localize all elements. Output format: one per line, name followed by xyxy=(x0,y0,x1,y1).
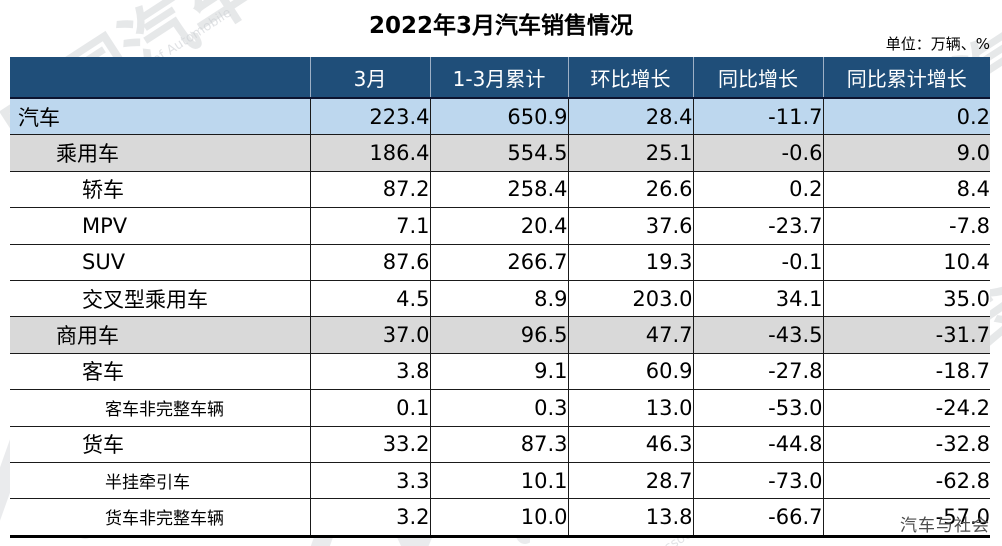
row-label: 轿车 xyxy=(10,171,310,209)
cell-value: -18.7 xyxy=(822,353,990,391)
cell-value: 9.1 xyxy=(429,353,568,391)
cell-value: -53.0 xyxy=(692,389,823,427)
cell-value: 8.4 xyxy=(822,171,990,209)
table-row: 轿车 87.2 258.4 26.6 0.2 8.4 xyxy=(10,171,990,209)
cell-value: 3.2 xyxy=(309,498,430,538)
table-row: 货车 33.2 87.3 46.3 -44.8 -32.8 xyxy=(10,426,990,463)
cell-value: 13.8 xyxy=(567,498,693,538)
corner-header xyxy=(10,57,310,99)
cell-value: 19.3 xyxy=(567,244,693,281)
cell-value: -43.5 xyxy=(692,316,823,354)
cell-value: 554.5 xyxy=(429,134,568,172)
cell-value: -62.8 xyxy=(822,462,990,500)
column-header: 环比增长 xyxy=(567,57,693,99)
header-row: 3月 1-3月累计 环比增长 同比增长 同比累计增长 xyxy=(10,57,990,99)
cell-value: 0.1 xyxy=(309,389,430,427)
cell-value: 28.4 xyxy=(567,98,693,136)
cell-value: 4.5 xyxy=(309,280,430,318)
table-row: 货车非完整车辆 3.2 10.0 13.8 -66.7 -57.0 xyxy=(10,498,990,538)
row-label: 乘用车 xyxy=(10,134,310,172)
cell-value: 87.3 xyxy=(429,426,568,463)
cell-value: 60.9 xyxy=(567,353,693,391)
cell-value: 10.0 xyxy=(429,498,568,538)
cell-value: 20.4 xyxy=(429,207,568,245)
cell-value: 13.0 xyxy=(567,389,693,427)
watermark-bottom-right: 汽车与社会 xyxy=(900,516,990,536)
row-label: 汽车 xyxy=(10,98,310,136)
row-label: 客车非完整车辆 xyxy=(10,389,310,427)
cell-value: 258.4 xyxy=(429,171,568,209)
cell-value: 203.0 xyxy=(567,280,693,318)
cell-value: 3.3 xyxy=(309,462,430,500)
table-row: 客车 3.8 9.1 60.9 -27.8 -18.7 xyxy=(10,353,990,391)
cell-value: 96.5 xyxy=(429,316,568,354)
column-header: 1-3月累计 xyxy=(429,57,568,99)
row-label: 货车非完整车辆 xyxy=(10,498,310,538)
cell-value: 37.6 xyxy=(567,207,693,245)
cell-value: 0.2 xyxy=(822,98,990,136)
cell-value: 3.8 xyxy=(309,353,430,391)
cell-value: 9.0 xyxy=(822,134,990,172)
cell-value: 34.1 xyxy=(692,280,823,318)
cell-value: -66.7 xyxy=(692,498,823,538)
table-row: 汽车 223.4 650.9 28.4 -11.7 0.2 xyxy=(10,98,990,136)
sales-table: 3月 1-3月累计 环比增长 同比增长 同比累计增长 汽车 223.4 650.9 28.4-… xyxy=(10,57,990,538)
cell-value: -73.0 xyxy=(692,462,823,500)
cell-value: 650.9 xyxy=(429,98,568,136)
row-label: 客车 xyxy=(10,353,310,391)
table-row: 客车非完整车辆 0.1 0.3 13.0 -53.0 -24.2 xyxy=(10,389,990,427)
cell-value: -32.8 xyxy=(822,426,990,463)
row-label: 交叉型乘用车 xyxy=(10,280,310,318)
cell-value: -11.7 xyxy=(692,98,823,136)
cell-value: 0.2 xyxy=(692,171,823,209)
cell-value: 28.7 xyxy=(567,462,693,500)
cell-value: 186.4 xyxy=(309,134,430,172)
cell-value: 10.4 xyxy=(822,244,990,281)
cell-value: 10.1 xyxy=(429,462,568,500)
cell-value: 87.6 xyxy=(309,244,430,281)
row-label: 货车 xyxy=(10,426,310,463)
unit-note: 单位：万辆、% xyxy=(885,35,990,53)
cell-value: 223.4 xyxy=(309,98,430,136)
table-row: MPV 7.1 20.4 37.6 -23.7 -7.8 xyxy=(10,207,990,245)
cell-value: -0.1 xyxy=(692,244,823,281)
table-row: 商用车 37.0 96.5 47.7 -43.5 -31.7 xyxy=(10,316,990,354)
cell-value: -31.7 xyxy=(822,316,990,354)
column-header: 同比累计增长 xyxy=(822,57,990,99)
cell-value: 46.3 xyxy=(567,426,693,463)
cell-value: -0.6 xyxy=(692,134,823,172)
cell-value: -24.2 xyxy=(822,389,990,427)
column-header: 同比增长 xyxy=(692,57,823,99)
cell-value: -44.8 xyxy=(692,426,823,463)
cell-value: 8.9 xyxy=(429,280,568,318)
cell-value: 0.3 xyxy=(429,389,568,427)
table-row: 乘用车 186.4 554.5 25.1 -0.6 9.0 xyxy=(10,134,990,172)
row-label: SUV xyxy=(10,244,310,281)
column-header: 3月 xyxy=(309,57,430,99)
cell-value: 47.7 xyxy=(567,316,693,354)
table-row: 交叉型乘用车 4.5 8.9 203.0 34.1 35.0 xyxy=(10,280,990,318)
row-label: MPV xyxy=(10,207,310,245)
cell-value: 87.2 xyxy=(309,171,430,209)
cell-value: -27.8 xyxy=(692,353,823,391)
cell-value: 33.2 xyxy=(309,426,430,463)
row-label: 半挂牵引车 xyxy=(10,462,310,500)
cell-value: 26.6 xyxy=(567,171,693,209)
cell-value: -7.8 xyxy=(822,207,990,245)
row-label: 商用车 xyxy=(10,316,310,354)
table-row: 半挂牵引车 3.3 10.1 28.7 -73.0 -62.8 xyxy=(10,462,990,500)
cell-value: 266.7 xyxy=(429,244,568,281)
table-body: 汽车 223.4 650.9 28.4 -11.7 0.2 乘用车 186.4 554.5 25.… xyxy=(10,98,990,538)
table-header: 3月 1-3月累计 环比增长 同比增长 同比累计增长 xyxy=(10,57,990,99)
cell-value: -57.0 xyxy=(822,498,990,538)
cell-value: 37.0 xyxy=(309,316,430,354)
cell-value: 25.1 xyxy=(567,134,693,172)
cell-value: 35.0 xyxy=(822,280,990,318)
table-row: SUV 87.6 266.7 19.3 -0.1 10.4 xyxy=(10,244,990,281)
cell-value: -23.7 xyxy=(692,207,823,245)
page-title: 2022年3月汽车销售情况 xyxy=(368,13,634,39)
cell-value: 7.1 xyxy=(309,207,430,245)
